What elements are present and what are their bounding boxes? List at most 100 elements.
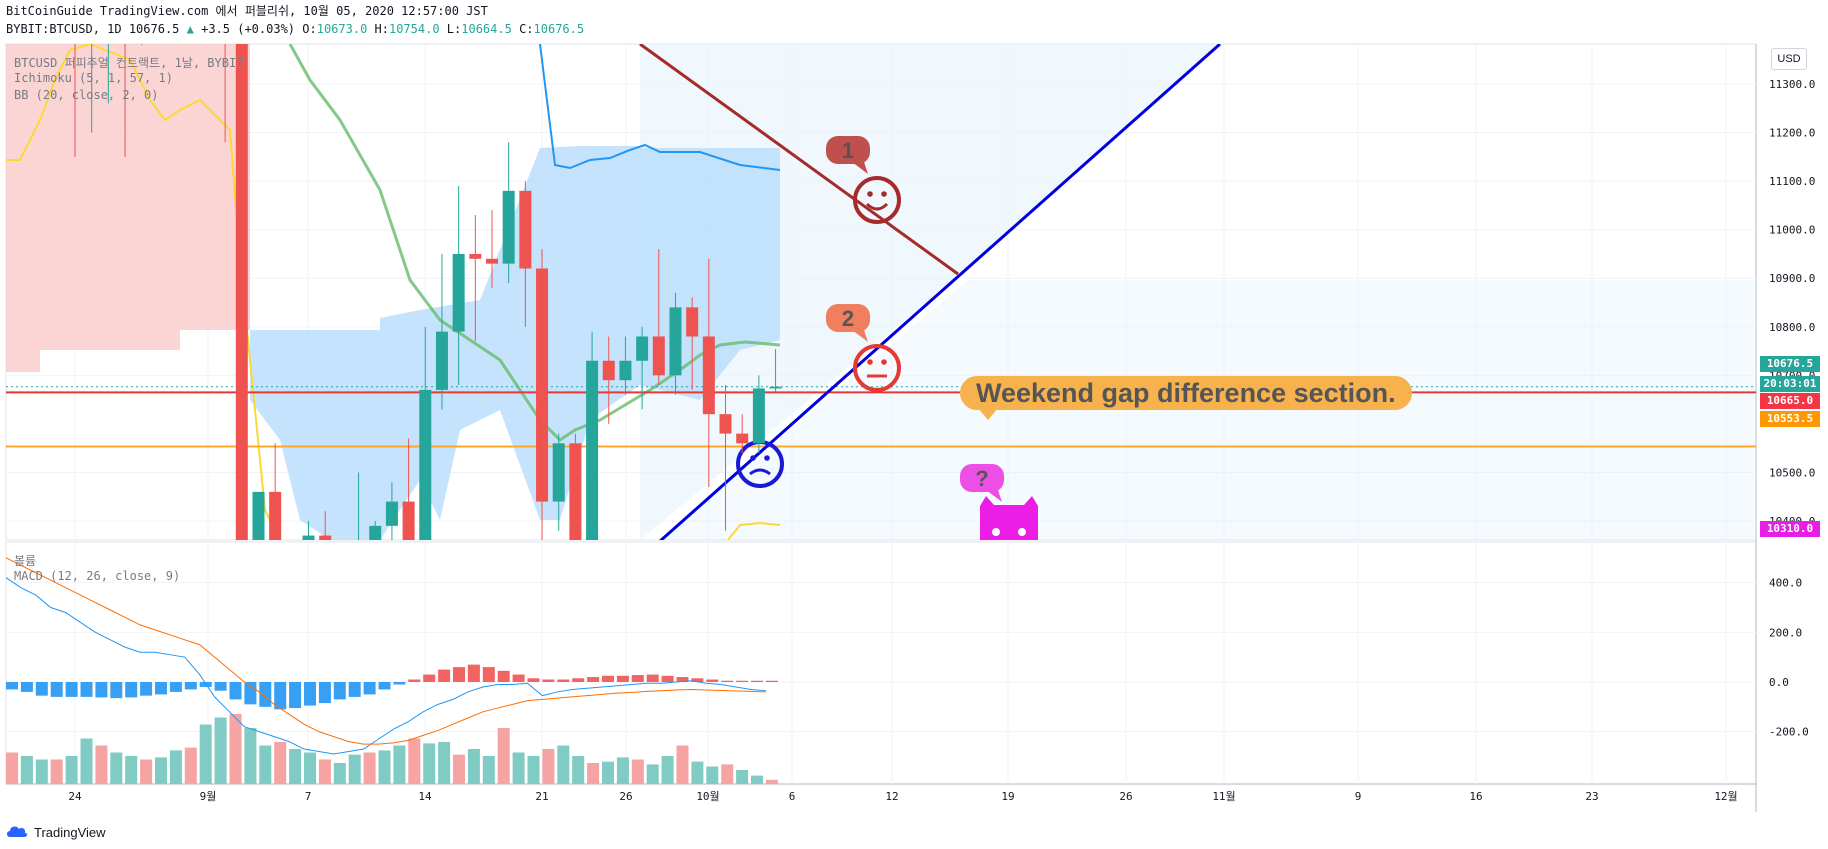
time-tick-label: 9월	[200, 790, 217, 803]
volume-bar	[214, 717, 227, 784]
face-mouth	[749, 468, 771, 476]
volume-bar	[274, 742, 287, 784]
candle-body	[719, 414, 732, 434]
low-label: L:	[446, 22, 462, 36]
volume-bar	[557, 745, 570, 784]
low-value: 10664.5	[461, 22, 512, 36]
bollinger-upper-line	[539, 44, 781, 171]
macd-histogram-bar	[274, 682, 287, 710]
volume-bar	[467, 749, 480, 784]
projection-area-lower	[660, 280, 1756, 540]
time-tick-label: 26	[1119, 790, 1132, 803]
footer-brand[interactable]: TradingView	[6, 822, 106, 842]
volume-bar	[348, 754, 361, 784]
volume-bar	[140, 759, 153, 784]
legend-ichimoku[interactable]: Ichimoku (5, 1, 57, 1)	[14, 71, 173, 85]
macd-histogram-bar	[125, 682, 138, 698]
candle-body	[652, 336, 665, 376]
sub-plot	[6, 557, 778, 784]
macd-histogram-bar	[765, 680, 778, 682]
macd-line	[6, 577, 766, 755]
volume-bar	[572, 756, 585, 784]
price-tag-countdown: 20:03:01	[1760, 376, 1820, 392]
macd-histogram-bar	[184, 682, 197, 690]
footer-brand-text: TradingView	[34, 824, 106, 840]
price-tag-red-level: 10665.0	[1760, 393, 1820, 409]
legend-volume[interactable]: 볼륨	[14, 554, 37, 568]
face-outline	[853, 344, 901, 392]
macd-histogram-bar	[408, 679, 421, 682]
volume-bar	[542, 749, 555, 784]
price-change: +3.5 (+0.03%)	[201, 22, 296, 36]
symbol-line: BYBIT:BTCUSD, 1D 10676.5 ▲ +3.5 (+0.03%)…	[6, 22, 584, 36]
macd-tick-label: 400.0	[1769, 577, 1802, 590]
volume-bar	[20, 756, 33, 784]
candle-body	[702, 336, 715, 415]
ichimoku-cloud-bear	[6, 44, 250, 372]
candle-body	[519, 190, 532, 269]
time-tick-label: 24	[68, 790, 82, 803]
time-tick-label: 6	[789, 790, 796, 803]
volume-bar	[497, 728, 510, 784]
candle-body	[235, 44, 248, 540]
candle-body	[619, 360, 632, 381]
volume-bar	[333, 763, 346, 784]
candle-body	[669, 307, 682, 376]
volume-bar	[363, 752, 376, 784]
volume-bar	[423, 743, 436, 784]
legend-main[interactable]: BTCUSD 퍼피추얼 컨트랙트, 1날, BYBIT	[14, 56, 244, 70]
currency-button[interactable]: USD	[1771, 48, 1807, 70]
macd-histogram-bar	[244, 682, 257, 705]
ichimoku-cloud-bull	[250, 146, 780, 540]
macd-histogram-bar	[736, 680, 749, 682]
macd-histogram-bar	[259, 682, 272, 707]
volume-bar	[512, 752, 525, 784]
macd-histogram-bar	[453, 667, 465, 682]
volume-bar	[259, 745, 272, 784]
face-eye	[881, 191, 887, 197]
volume-bar	[35, 759, 48, 784]
time-tick-label: 10월	[696, 790, 719, 803]
volume-bar	[482, 756, 495, 784]
tenkan-line	[6, 44, 281, 540]
publish-line: BitCoinGuide TradingView.com 에서 퍼블리쉬, 10…	[6, 4, 488, 18]
volume-bar	[631, 759, 644, 784]
time-tick-label: 14	[418, 790, 432, 803]
macd-histogram-bar	[602, 675, 614, 682]
legend-bb[interactable]: BB (20, close, 2, 0)	[14, 88, 159, 102]
macd-histogram-bar	[438, 669, 451, 682]
price-tag-magenta-level: 10310.0	[1760, 521, 1820, 537]
candle-body	[769, 386, 782, 389]
volume-bar	[453, 754, 465, 784]
macd-histogram-bar	[676, 677, 689, 682]
legend-macd[interactable]: MACD (12, 26, close, 9)	[14, 569, 181, 583]
speech-bubble-1	[826, 136, 870, 174]
macd-histogram-bar	[348, 682, 361, 697]
bubble-label: 1	[842, 138, 854, 163]
price-tick-label: 10800.0	[1769, 321, 1815, 334]
macd-histogram-bar	[751, 680, 763, 682]
volume-bar	[155, 757, 167, 784]
volume-bar	[304, 752, 316, 784]
face-eye	[764, 455, 770, 461]
symbol-name[interactable]: BYBIT:BTCUSD, 1D	[6, 22, 122, 36]
candle-body	[602, 360, 615, 381]
volume-bar	[169, 750, 182, 784]
volume-bar	[125, 756, 138, 784]
volume-bar	[646, 764, 659, 784]
price-tick-label: 10900.0	[1769, 272, 1815, 285]
candle-body	[536, 268, 549, 502]
weekend-gap-callout[interactable]: Weekend gap difference section.	[960, 376, 1412, 410]
up-arrow-icon: ▲	[186, 22, 194, 36]
happy-face-icon	[853, 176, 901, 224]
macd-histogram-bar	[497, 670, 510, 682]
price-tick-label: 11100.0	[1769, 175, 1815, 188]
cat-eye	[1018, 528, 1026, 536]
face-mouth	[865, 202, 889, 211]
macd-histogram-bar	[363, 682, 376, 695]
macd-histogram-bar	[50, 682, 63, 697]
volume-bar	[95, 745, 108, 784]
macd-histogram-bar	[706, 679, 719, 682]
